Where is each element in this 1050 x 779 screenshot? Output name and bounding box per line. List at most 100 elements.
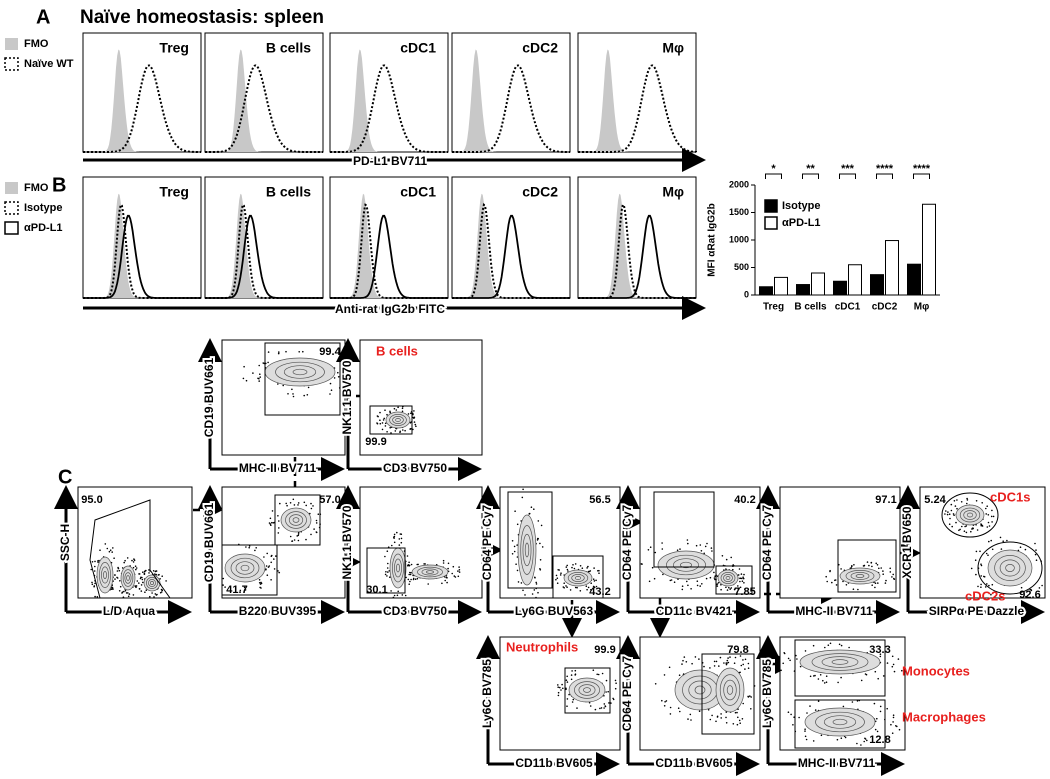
event-dot xyxy=(396,594,399,597)
contour xyxy=(723,574,733,582)
event-dot xyxy=(725,663,728,666)
event-dot xyxy=(291,388,293,391)
event-dot xyxy=(138,573,141,575)
event-dot xyxy=(444,579,447,582)
y-tick-label: 1500 xyxy=(729,207,749,217)
event-dot xyxy=(413,410,415,412)
event-dot xyxy=(278,571,281,574)
event-dot xyxy=(599,707,601,710)
event-dot xyxy=(953,514,955,516)
event-dot xyxy=(593,567,595,569)
event-dot xyxy=(737,716,739,719)
event-dot xyxy=(607,690,609,693)
event-dot xyxy=(562,586,565,588)
event-dot xyxy=(586,567,588,569)
contour xyxy=(522,533,532,567)
event-dot xyxy=(736,723,739,726)
event-dot xyxy=(148,572,150,574)
event-dot xyxy=(661,542,663,544)
contour xyxy=(694,685,706,695)
event-dot xyxy=(570,678,573,681)
bar xyxy=(811,272,825,296)
event-dot xyxy=(585,585,588,587)
event-dot xyxy=(398,538,401,540)
event-dot xyxy=(950,503,953,506)
event-dot xyxy=(600,707,603,709)
event-dot xyxy=(254,549,256,552)
event-dot xyxy=(154,573,156,575)
event-dot xyxy=(709,718,712,721)
event-dot xyxy=(125,592,128,594)
event-dot xyxy=(135,586,137,589)
event-dot xyxy=(140,590,143,592)
event-dot xyxy=(950,509,953,512)
event-dot xyxy=(329,393,331,395)
fmo-histogram xyxy=(330,49,448,152)
event-dot xyxy=(388,570,391,572)
contour xyxy=(583,687,591,693)
event-dot xyxy=(571,701,574,703)
contour xyxy=(567,572,589,584)
event-dot xyxy=(713,660,716,663)
event-dot xyxy=(555,574,558,577)
event-dot xyxy=(892,714,895,716)
event-dot xyxy=(681,585,684,587)
event-dot xyxy=(590,582,592,584)
event-dot xyxy=(882,675,885,677)
event-dot xyxy=(873,702,876,705)
event-dot xyxy=(987,514,990,516)
event-dot xyxy=(278,351,280,353)
event-dot xyxy=(1006,539,1008,542)
event-dot xyxy=(947,511,949,513)
gate-frequency: 56.5 xyxy=(589,494,610,506)
bar xyxy=(774,276,788,296)
event-dot xyxy=(383,417,386,420)
event-dot xyxy=(556,577,559,579)
event-dot xyxy=(297,502,300,504)
event-dot xyxy=(856,742,858,745)
event-dot xyxy=(384,409,386,412)
event-dot xyxy=(533,589,536,591)
event-dot xyxy=(297,534,300,537)
histogram-frame xyxy=(329,32,449,153)
event-dot xyxy=(817,678,820,680)
event-dot xyxy=(259,376,262,378)
event-dot xyxy=(975,550,978,553)
event-dot xyxy=(119,580,121,582)
event-dot xyxy=(161,575,163,577)
event-dot xyxy=(414,423,417,426)
event-dot xyxy=(870,561,873,564)
event-dot xyxy=(840,737,843,739)
event-dot xyxy=(592,669,595,671)
event-dot xyxy=(410,563,413,566)
event-dot xyxy=(879,710,882,713)
event-dot xyxy=(813,675,815,677)
event-dot xyxy=(677,707,680,709)
event-dot xyxy=(840,644,843,647)
event-dot xyxy=(297,539,300,542)
gate xyxy=(653,491,715,568)
event-dot xyxy=(963,530,966,532)
event-dot xyxy=(988,525,991,527)
event-dot xyxy=(829,570,831,573)
event-dot xyxy=(879,653,882,655)
event-dot xyxy=(275,555,277,557)
event-dot xyxy=(565,566,568,568)
event-dot xyxy=(277,570,279,572)
contour xyxy=(571,574,585,582)
event-dot xyxy=(457,570,459,572)
contour xyxy=(831,659,849,665)
contour xyxy=(994,555,1026,581)
event-dot xyxy=(384,573,387,576)
event-dot xyxy=(787,711,790,713)
event-dot xyxy=(117,567,120,570)
x-tick-label: B cells xyxy=(794,302,827,313)
event-dot xyxy=(999,536,1002,539)
event-dot xyxy=(143,572,146,575)
event-dot xyxy=(149,595,151,598)
event-dot xyxy=(696,584,699,587)
event-dot xyxy=(141,576,143,579)
event-dot xyxy=(145,569,147,572)
significance-label: **** xyxy=(913,163,931,175)
event-dot xyxy=(392,596,395,599)
